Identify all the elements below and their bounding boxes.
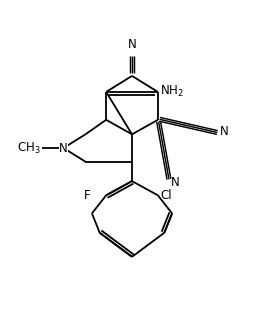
Text: CH$_3$: CH$_3$ — [17, 141, 41, 156]
Text: N: N — [220, 126, 229, 139]
Text: N: N — [128, 38, 136, 51]
Text: F: F — [84, 189, 91, 202]
Text: N: N — [59, 141, 68, 155]
Text: NH$_2$: NH$_2$ — [160, 84, 184, 99]
Text: N: N — [171, 176, 180, 189]
Text: Cl: Cl — [161, 189, 172, 202]
